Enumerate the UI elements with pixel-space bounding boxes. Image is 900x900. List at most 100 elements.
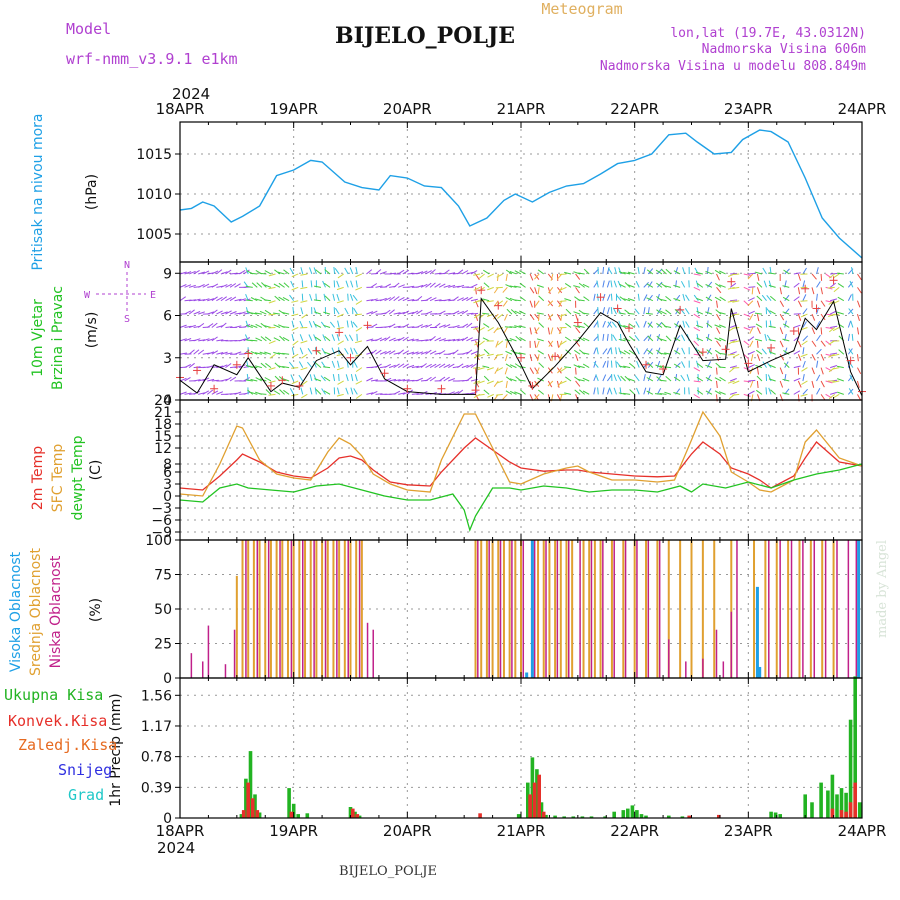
wind-barb <box>443 376 450 382</box>
wind-barb <box>193 298 201 302</box>
wind-barb <box>332 293 336 301</box>
wind-barb <box>292 307 295 315</box>
wind-barb <box>216 352 224 355</box>
wind-barb <box>628 362 635 368</box>
wind-barb <box>323 311 331 315</box>
wind-barb <box>582 283 590 288</box>
wind-barb <box>655 364 663 369</box>
wind-barb <box>336 293 340 301</box>
wind-barb <box>825 340 832 346</box>
rain-convective-bar <box>250 798 255 818</box>
wind-barb <box>756 340 759 348</box>
wind-barb <box>452 296 459 302</box>
wind-barb <box>743 393 751 397</box>
wind-barb <box>578 389 585 395</box>
wind-barb <box>848 348 854 355</box>
wind-barb <box>715 309 722 315</box>
wind-barb <box>793 296 800 302</box>
y-tick-label: −6 <box>151 513 172 529</box>
wind-barb <box>315 362 322 368</box>
wind-barb <box>680 280 686 288</box>
wind-barb <box>443 298 451 302</box>
wind-barb <box>657 321 663 328</box>
wind-barb <box>198 271 206 275</box>
rain-total-bar <box>544 814 548 818</box>
wind-barb <box>225 352 233 355</box>
rain-convective-bar <box>853 782 857 818</box>
wind-barb <box>466 364 474 369</box>
wind-barb <box>748 310 755 315</box>
wind-barb <box>825 300 833 303</box>
wind-barb <box>438 350 446 355</box>
wind-barb <box>398 296 405 302</box>
wind-barb <box>565 308 572 315</box>
wind-barb <box>193 379 201 382</box>
wind-barb <box>565 376 572 382</box>
wind-barb <box>577 365 585 369</box>
wind-barb <box>673 298 681 302</box>
wind-barb <box>384 283 392 288</box>
wind-barb <box>482 365 490 369</box>
y-tick-label: 3 <box>163 477 172 493</box>
wind-barb <box>461 323 469 328</box>
wind-barb <box>616 294 622 302</box>
wind-barb <box>238 311 246 315</box>
wind-barb <box>696 360 699 368</box>
wind-barb <box>647 348 653 355</box>
wind-barb <box>282 326 290 328</box>
wind-barb <box>254 298 262 302</box>
wind-barb <box>514 391 522 395</box>
lonlat-text: lon,lat (19.7E, 43.0312N) <box>670 26 866 41</box>
wind-barb <box>755 271 763 275</box>
wind-barb <box>575 380 581 387</box>
wind-barb <box>718 311 726 315</box>
wind-barb <box>732 353 740 358</box>
wind-barb <box>268 340 276 345</box>
wind-barb <box>830 391 838 395</box>
wind-barb <box>830 365 838 369</box>
wind-barb <box>573 285 581 288</box>
wind-barb <box>505 284 513 288</box>
wind-barb <box>647 335 654 342</box>
wind-barb <box>291 286 299 291</box>
wind-barb <box>193 338 201 342</box>
wind-barb <box>259 310 267 315</box>
wind-barb <box>637 267 640 275</box>
wind-barb <box>820 367 824 375</box>
wind-barb <box>673 284 681 288</box>
wind-barb <box>564 282 572 288</box>
wind-barb <box>470 338 478 342</box>
wind-barb <box>238 269 246 275</box>
wind-barb <box>714 377 722 382</box>
wind-barb <box>655 269 663 275</box>
wind-barb <box>420 339 428 342</box>
wind-barb <box>477 380 485 384</box>
wind-barb <box>478 273 485 279</box>
rain-total-bar <box>291 803 296 818</box>
wind-barb <box>393 325 401 328</box>
wind-barb <box>820 354 825 361</box>
wind-barb <box>602 266 605 275</box>
wind-barb <box>730 299 738 302</box>
wind-barb <box>282 366 290 369</box>
wind-barb <box>225 326 233 328</box>
wind-barb <box>332 374 336 382</box>
compass-north: N <box>124 260 130 271</box>
wind-barb <box>291 380 299 385</box>
rain-total-bar <box>353 811 357 818</box>
wind-barb <box>308 320 313 328</box>
wind-barb <box>779 367 784 375</box>
wind-barb <box>857 367 862 375</box>
wind-barb <box>184 325 192 328</box>
wind-barb <box>716 287 722 294</box>
wind-barb <box>768 347 772 355</box>
wind-barb <box>564 392 572 395</box>
wind-barb <box>556 327 562 334</box>
wind-barb <box>836 311 844 315</box>
wind-barb <box>578 282 585 288</box>
wind-barb <box>345 280 349 288</box>
wind-barb <box>659 310 667 315</box>
wind-barb <box>211 379 219 382</box>
wind-barb <box>756 287 761 295</box>
wind-barb <box>452 349 459 355</box>
